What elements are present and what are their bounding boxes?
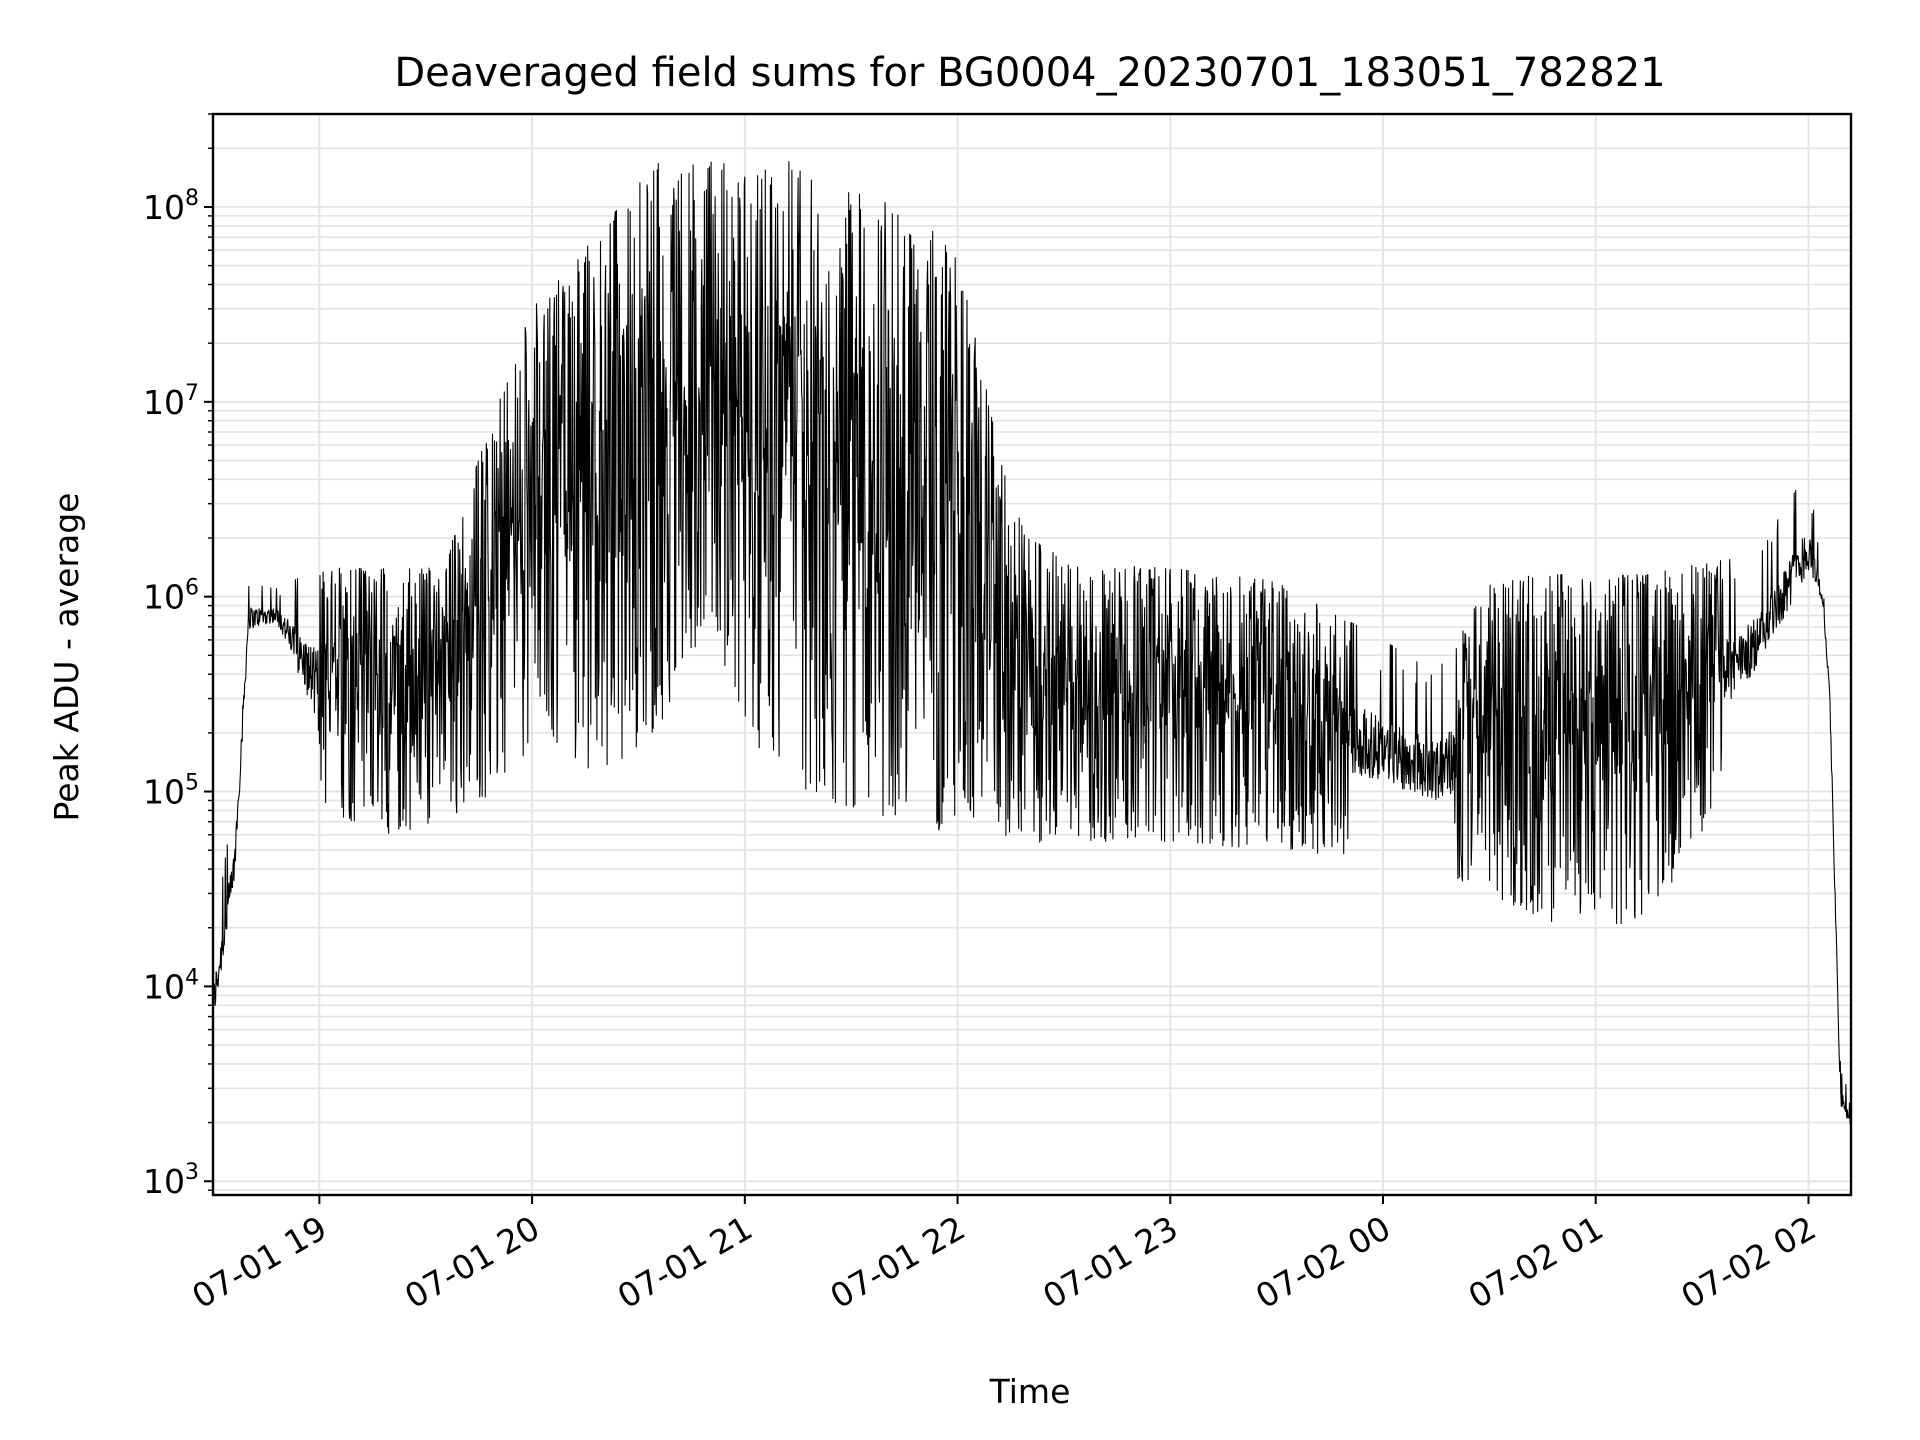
y-tick-base: 10 <box>143 383 185 422</box>
y-tick-label: 104 <box>143 965 199 1006</box>
y-tick-label: 106 <box>143 576 199 617</box>
y-tick-label: 103 <box>143 1160 199 1201</box>
y-tick-base: 10 <box>143 578 185 617</box>
y-tick-exponent: 6 <box>185 576 199 601</box>
y-axis-label: Peak ADU - average <box>47 493 86 822</box>
y-tick-exponent: 5 <box>185 771 199 796</box>
chart-title: Deaveraged field sums for BG0004_2023070… <box>394 50 1665 96</box>
y-tick-exponent: 4 <box>185 965 199 990</box>
y-tick-exponent: 8 <box>185 186 199 211</box>
series-line <box>212 160 1852 1132</box>
y-tick-base: 10 <box>143 188 185 227</box>
data-series <box>212 160 1852 1132</box>
y-tick-exponent: 7 <box>185 381 199 406</box>
y-tick-base: 10 <box>143 967 185 1006</box>
y-tick-label: 108 <box>143 186 199 227</box>
x-axis-label: Time <box>989 1372 1071 1411</box>
y-tick-label: 105 <box>143 771 199 812</box>
y-tick-exponent: 3 <box>185 1160 199 1185</box>
y-tick-base: 10 <box>143 1162 185 1201</box>
plot-frame <box>211 112 1853 1197</box>
y-tick-label: 107 <box>143 381 199 422</box>
y-tick-base: 10 <box>143 773 185 812</box>
